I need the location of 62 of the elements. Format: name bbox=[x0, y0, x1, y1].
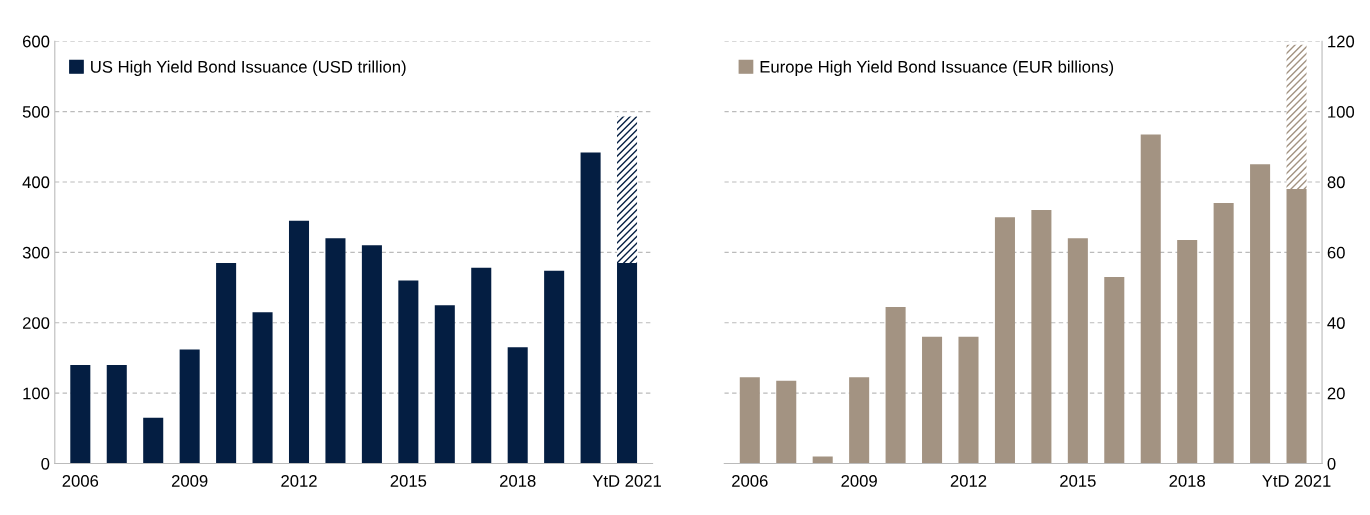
x-tick-label: 2006 bbox=[62, 475, 99, 487]
bar bbox=[1250, 164, 1271, 464]
bar bbox=[1286, 189, 1307, 464]
bar bbox=[617, 116, 638, 263]
bar bbox=[922, 336, 943, 464]
bar bbox=[398, 280, 419, 464]
y-tick-label: 200 bbox=[22, 317, 50, 329]
y-tick-label: 400 bbox=[22, 176, 50, 189]
bar bbox=[812, 456, 833, 464]
x-tick-label: 2009 bbox=[171, 475, 208, 487]
bar bbox=[1286, 44, 1307, 190]
bar bbox=[252, 312, 273, 464]
bar bbox=[739, 377, 760, 464]
bar bbox=[776, 380, 797, 464]
x-tick-label: 2018 bbox=[500, 475, 536, 487]
bar bbox=[994, 217, 1015, 464]
y-tick-label: 0 bbox=[1327, 457, 1336, 470]
bar bbox=[958, 336, 979, 464]
y-tick-label: 0 bbox=[41, 457, 50, 470]
bar bbox=[1104, 276, 1125, 464]
x-tick-label: 2012 bbox=[281, 475, 317, 487]
y-tick-label: 60 bbox=[1327, 246, 1345, 259]
bar bbox=[1213, 203, 1234, 464]
legend-label: US High Yield Bond Issuance (USD trillion) bbox=[91, 60, 406, 77]
bar bbox=[544, 270, 565, 464]
bar bbox=[70, 364, 91, 464]
bar bbox=[1067, 238, 1088, 464]
bar bbox=[507, 347, 528, 464]
bar bbox=[580, 152, 601, 464]
bar bbox=[361, 245, 382, 464]
bar bbox=[106, 364, 127, 464]
bar bbox=[216, 262, 237, 464]
bar bbox=[1031, 210, 1052, 464]
bar bbox=[885, 306, 906, 464]
bar bbox=[617, 262, 638, 464]
bar bbox=[849, 377, 870, 464]
bar bbox=[325, 238, 346, 464]
y-tick-label: 40 bbox=[1327, 317, 1345, 329]
x-tick-label: YtD 2021 bbox=[1262, 475, 1331, 487]
x-tick-label: 2006 bbox=[732, 475, 768, 487]
x-tick-label: 2015 bbox=[1060, 475, 1096, 487]
y-tick-label: 80 bbox=[1327, 176, 1345, 189]
bar bbox=[1177, 240, 1198, 464]
x-tick-label: 2012 bbox=[950, 475, 987, 487]
bar bbox=[179, 349, 200, 464]
bar bbox=[1140, 134, 1161, 464]
y-tick-label: 600 bbox=[22, 35, 50, 48]
y-tick-label: 100 bbox=[23, 387, 50, 400]
y-tick-label: 120 bbox=[1328, 35, 1355, 48]
y-tick-label: 500 bbox=[22, 105, 50, 118]
bar bbox=[288, 220, 310, 464]
y-tick-label: 100 bbox=[1328, 105, 1355, 118]
x-tick-label: YtD 2021 bbox=[592, 475, 661, 487]
legend-label: Europe High Yield Bond Issuance (EUR billions) bbox=[760, 60, 1114, 77]
bar bbox=[143, 417, 164, 464]
y-tick-label: 20 bbox=[1327, 387, 1345, 400]
x-tick-label: 2018 bbox=[1169, 475, 1206, 487]
x-tick-label: 2015 bbox=[390, 475, 427, 487]
bar bbox=[434, 305, 455, 464]
x-tick-label: 2009 bbox=[841, 475, 877, 487]
y-tick-label: 300 bbox=[22, 246, 50, 259]
bar bbox=[471, 267, 492, 464]
